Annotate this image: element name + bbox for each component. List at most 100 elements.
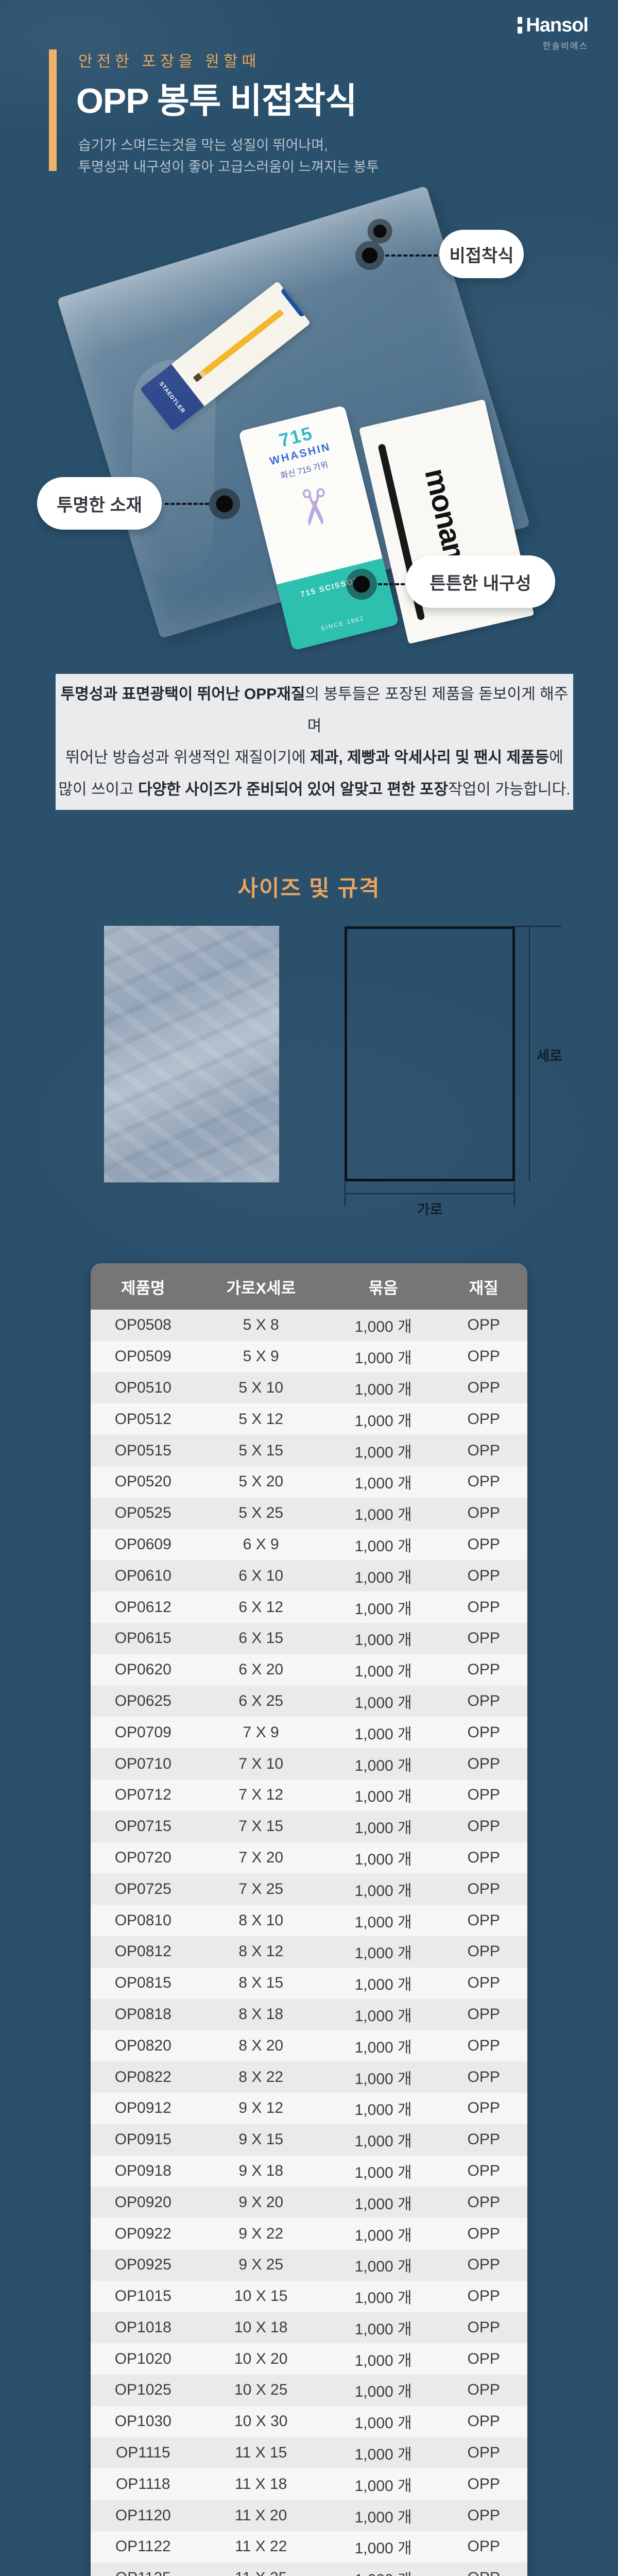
table-cell: OP0920 <box>114 2193 171 2211</box>
table-cell: OPP <box>467 2225 500 2242</box>
table-row: OP1115 11 X 15 1,000 개 OPP <box>91 2437 527 2469</box>
table-cell: OP0810 <box>114 1911 171 1929</box>
table-cell: OPP <box>467 1348 500 1365</box>
scissors-icon: ✂ <box>283 484 344 530</box>
table-cell: OP0918 <box>114 2162 171 2179</box>
description-line3: 많이 쓰이고 다양한 사이즈가 준비되어 있어 알맞고 편한 포장작업이 가능합… <box>58 781 571 798</box>
table-cell: OPP <box>467 1410 500 1428</box>
hang-tab <box>280 281 311 318</box>
table-cell: 1,000 개 <box>354 2102 412 2119</box>
table-cell: 1,000 개 <box>354 1600 412 1618</box>
table-cell: OPP <box>467 1786 500 1804</box>
table-cell: OP0712 <box>114 1786 171 1804</box>
table-cell: 1,000 개 <box>354 1412 412 1430</box>
table-row: OP1025 10 X 25 1,000 개 OPP <box>91 2375 527 2406</box>
table-cell: OP0625 <box>114 1692 171 1709</box>
table-row: OP0709 7 X 9 1,000 개 OPP <box>91 1717 527 1749</box>
brand-logo: Hansol 한솔비에스 <box>518 14 589 52</box>
callout-dot-durable <box>346 569 377 600</box>
size-diagram-rectangle <box>345 926 515 1181</box>
table-cell: OP0922 <box>114 2225 171 2242</box>
table-cell: OP1020 <box>114 2350 171 2367</box>
table-cell: OPP <box>467 2318 500 2336</box>
table-cell: OP0510 <box>114 1379 171 1396</box>
table-cell: 1,000 개 <box>354 1694 412 1711</box>
table-cell: 6 X 20 <box>238 1661 284 1679</box>
table-cell: 10 X 30 <box>234 2413 288 2430</box>
table-cell: 9 X 22 <box>238 2225 284 2242</box>
badge-transparent-label: 투명한 소재 <box>57 495 142 515</box>
table-cell: 1,000 개 <box>354 1945 412 1962</box>
brand-logo-text: Hansol <box>526 14 589 36</box>
table-cell: 10 X 20 <box>234 2350 288 2367</box>
table-row: OP0520 5 X 20 1,000 개 OPP <box>91 1466 527 1498</box>
table-cell: OP1018 <box>114 2318 171 2336</box>
table-row: OP0609 6 X 9 1,000 개 OPP <box>91 1529 527 1561</box>
table-cell: OP1115 <box>115 2444 170 2462</box>
table-cell: 6 X 12 <box>238 1598 284 1616</box>
table-cell: 8 X 22 <box>238 2068 284 2086</box>
table-cell: OPP <box>467 1630 500 1647</box>
table-cell: OPP <box>467 2538 500 2555</box>
brand-logo-subtitle: 한솔비에스 <box>542 41 588 51</box>
size-section-title: 사이즈 및 규격 <box>237 876 381 901</box>
table-cell: 6 X 9 <box>243 1535 279 1553</box>
table-cell: 11 X 22 <box>235 2538 287 2555</box>
table-cell: 1,000 개 <box>354 1632 412 1649</box>
table-cell: OP1122 <box>115 2538 171 2555</box>
table-cell: OPP <box>467 2131 500 2148</box>
table-cell: OP0915 <box>114 2131 171 2148</box>
table-cell: 1,000 개 <box>354 1882 412 1900</box>
table-cell: 1,000 개 <box>354 1506 412 1524</box>
table-row: OP1015 10 X 15 1,000 개 OPP <box>91 2280 527 2312</box>
table-cell: 1,000 개 <box>354 2164 412 2181</box>
table-cell: 5 X 15 <box>238 1442 284 1459</box>
table-cell: OP0710 <box>114 1755 171 1772</box>
table-cell: 1,000 개 <box>354 1913 412 1931</box>
table-cell: OPP <box>467 2506 500 2524</box>
size-sample-photo <box>104 926 279 1182</box>
table-cell: OP0609 <box>114 1535 171 1553</box>
table-cell: OPP <box>467 1818 500 1835</box>
callout-dot-nonadhesive <box>355 241 384 270</box>
table-cell: OPP <box>467 2413 500 2430</box>
table-cell: OPP <box>467 2162 500 2179</box>
table-cell: OP0512 <box>114 1410 171 1428</box>
table-cell: OPP <box>467 1911 500 1929</box>
hero-eyebrow: 안전한 포장을 원할때 <box>78 53 261 70</box>
table-row: OP0625 6 X 25 1,000 개 OPP <box>91 1685 527 1717</box>
table-cell: OP1030 <box>114 2413 171 2430</box>
table-cell: 1,000 개 <box>354 1976 412 1994</box>
table-cell: OP0525 <box>114 1504 171 1522</box>
table-row: OP0509 5 X 9 1,000 개 OPP <box>91 1341 527 1372</box>
table-cell: OP0509 <box>114 1348 171 1365</box>
table-cell: 1,000 개 <box>354 2258 412 2276</box>
table-cell: OP0812 <box>114 1943 171 1960</box>
table-row: OP1120 11 X 20 1,000 개 OPP <box>91 2500 527 2532</box>
table-cell: 6 X 15 <box>238 1630 284 1647</box>
table-row: OP0620 6 X 20 1,000 개 OPP <box>91 1654 527 1686</box>
table-cell: OP0818 <box>114 2005 171 2023</box>
size-diagram-extension-line <box>515 926 561 927</box>
spec-table: 제품명 가로X세로 묶음 재질 OP0508 5 X 8 1,000 개 OPP OP0… <box>91 1263 527 2576</box>
table-cell: 1,000 개 <box>354 2007 412 2025</box>
table-cell: OP0620 <box>114 1661 171 1679</box>
table-row: OP1030 10 X 30 1,000 개 OPP <box>91 2405 527 2437</box>
table-cell: 1,000 개 <box>354 2540 412 2557</box>
table-cell: OP0912 <box>114 2099 171 2117</box>
table-cell: 9 X 18 <box>238 2162 284 2179</box>
table-cell: OP0615 <box>114 1630 171 1647</box>
table-cell: 5 X 8 <box>243 1316 279 1334</box>
table-cell: OP1120 <box>115 2506 171 2524</box>
badge-durable: 튼튼한 내구성 <box>406 542 568 608</box>
table-cell: OPP <box>440 2569 527 2576</box>
table-cell: OP1015 <box>114 2287 171 2305</box>
table-cell: 1,000 개 <box>354 1350 412 1367</box>
gold-accent-bar <box>49 49 57 171</box>
table-cell: OPP <box>467 2005 500 2023</box>
table-cell: 1,000 개 <box>354 2039 412 2056</box>
table-cell: OPP <box>467 1535 500 1553</box>
